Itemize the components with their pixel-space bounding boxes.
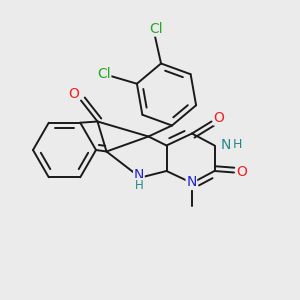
Text: Cl: Cl	[150, 22, 163, 36]
Text: H: H	[233, 138, 242, 152]
Text: H: H	[134, 178, 143, 192]
Text: N: N	[186, 176, 197, 189]
Text: N: N	[221, 138, 232, 152]
Text: O: O	[68, 88, 79, 101]
Text: O: O	[214, 111, 224, 125]
Text: N: N	[134, 168, 144, 182]
Text: O: O	[236, 166, 247, 179]
Text: Cl: Cl	[97, 67, 111, 81]
